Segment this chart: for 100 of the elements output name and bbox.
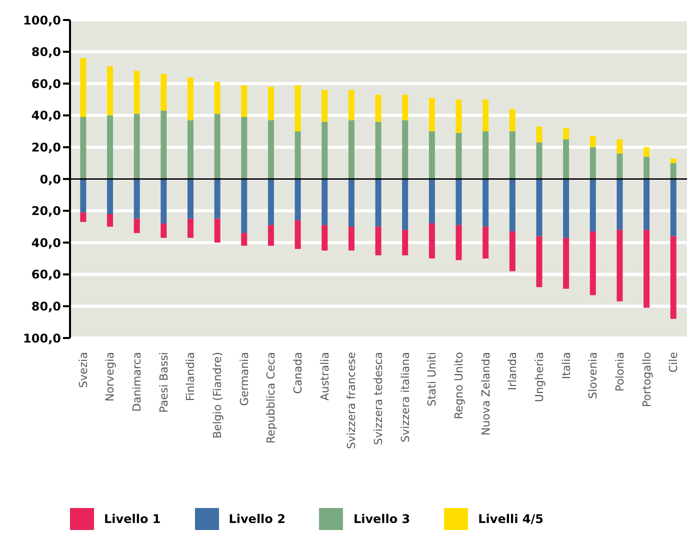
x-tick-label: Canada — [292, 352, 305, 394]
bar — [268, 225, 274, 246]
bar — [456, 179, 462, 226]
bar — [590, 231, 596, 296]
x-tick-label: Svezia — [76, 352, 90, 388]
legend-label: Livello 3 — [353, 512, 410, 526]
bar — [670, 158, 676, 164]
bar — [80, 212, 86, 222]
bar — [294, 85, 301, 132]
bar — [160, 110, 167, 179]
bar — [402, 230, 408, 256]
bar — [80, 116, 86, 179]
bar — [428, 224, 435, 258]
bar — [375, 122, 382, 179]
x-tick-label: Svizzera francese — [345, 352, 358, 450]
bar — [134, 70, 140, 114]
x-tick-label: Italia — [560, 352, 573, 380]
x-tick-label: Belgio (Fiandre) — [211, 352, 224, 439]
bar — [644, 179, 650, 230]
x-tick-label: Repubblica Ceca — [264, 352, 278, 444]
bar — [402, 94, 408, 120]
bar — [563, 128, 570, 140]
bar — [536, 236, 542, 288]
legend-label: Livelli 4/5 — [478, 512, 544, 526]
bar — [241, 179, 248, 234]
bar — [214, 82, 220, 114]
bar — [188, 120, 194, 179]
y-tick-label: 60,0 — [31, 76, 61, 91]
bar — [456, 132, 462, 179]
bar — [322, 90, 328, 122]
bar — [134, 179, 140, 219]
x-tick-label: Svizzera tedesca — [372, 352, 385, 445]
y-tick-label: 100,0 — [23, 13, 61, 28]
bar — [536, 142, 542, 179]
bar — [375, 94, 382, 122]
bar — [80, 58, 86, 117]
bar — [482, 100, 489, 132]
bar — [160, 74, 167, 111]
x-tick-label: Irlanda — [506, 352, 520, 390]
bar — [134, 114, 140, 179]
x-tick-label: Nuova Zelanda — [479, 352, 492, 436]
bar — [428, 98, 435, 132]
bar — [322, 225, 328, 251]
bar — [188, 179, 194, 219]
bar — [134, 218, 140, 234]
bar — [107, 115, 114, 179]
x-tick-label: Portogallo — [640, 352, 654, 408]
y-tick-label: 20,0 — [31, 204, 61, 218]
x-tick-label: Slovenia — [586, 352, 600, 399]
bar — [348, 90, 354, 120]
bar — [590, 147, 596, 179]
bar — [241, 116, 248, 179]
bar — [670, 163, 676, 179]
bar — [375, 226, 382, 256]
y-tick-label: 20,0 — [31, 140, 61, 154]
bar — [322, 179, 328, 226]
bar — [482, 179, 489, 227]
bar — [616, 154, 623, 179]
x-tick-label: Regno Unito — [452, 352, 466, 420]
bar — [509, 231, 516, 272]
y-tick-label: 100,0 — [23, 331, 61, 346]
y-tick-label: 40,0 — [31, 236, 61, 250]
bar — [482, 131, 489, 179]
bar — [428, 131, 435, 179]
bar — [509, 179, 516, 232]
bar — [402, 179, 408, 230]
bar — [214, 179, 220, 219]
bar — [160, 179, 167, 224]
bar — [670, 179, 676, 236]
x-tick-label: Germania — [238, 352, 251, 406]
bar — [590, 179, 596, 232]
bar — [563, 139, 570, 179]
bar — [644, 147, 650, 157]
bar — [80, 179, 86, 212]
bar — [160, 224, 167, 238]
bar — [590, 136, 596, 148]
bar — [294, 131, 301, 179]
bar — [348, 226, 354, 251]
bar — [402, 120, 408, 179]
bar — [456, 225, 462, 260]
bar — [214, 218, 220, 243]
bar — [563, 179, 570, 238]
bar — [670, 236, 676, 319]
y-tick-label: 80,0 — [31, 45, 61, 60]
bar — [294, 220, 301, 249]
x-tick-label: Finlandia — [184, 352, 198, 402]
bar — [107, 66, 114, 116]
bar — [188, 218, 194, 238]
bar — [107, 214, 114, 227]
bar — [241, 85, 248, 117]
y-tick-label: 80,0 — [31, 299, 61, 314]
bar — [644, 156, 650, 179]
bar — [536, 126, 542, 142]
x-tick-label: Norvegia — [104, 352, 117, 402]
bar — [188, 77, 194, 120]
x-tick-label: Cile — [667, 352, 680, 373]
bar — [428, 179, 435, 224]
bar — [616, 230, 623, 302]
bar — [616, 139, 623, 154]
y-tick-label: 0,0 — [40, 172, 61, 186]
